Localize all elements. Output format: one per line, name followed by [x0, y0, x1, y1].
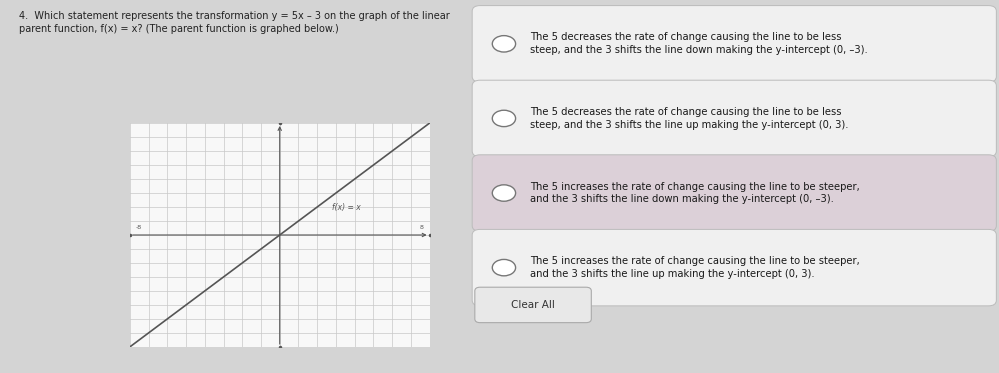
FancyBboxPatch shape: [473, 229, 996, 306]
Text: The 5 increases the rate of change causing the line to be steeper,
and the 3 shi: The 5 increases the rate of change causi…: [530, 182, 860, 204]
Text: -8: -8: [136, 225, 142, 231]
Circle shape: [493, 185, 515, 201]
Text: 4.  Which statement represents the transformation y = 5x – 3 on the graph of the: 4. Which statement represents the transf…: [19, 11, 450, 34]
FancyBboxPatch shape: [475, 287, 591, 323]
Circle shape: [493, 36, 515, 52]
Text: The 5 decreases the rate of change causing the line to be less
steep, and the 3 : The 5 decreases the rate of change causi…: [530, 107, 849, 130]
Text: The 5 increases the rate of change causing the line to be steeper,
and the 3 shi: The 5 increases the rate of change causi…: [530, 256, 860, 279]
Text: Clear All: Clear All: [511, 300, 555, 310]
FancyBboxPatch shape: [473, 155, 996, 231]
Circle shape: [493, 110, 515, 127]
Text: 8: 8: [420, 225, 424, 231]
FancyBboxPatch shape: [473, 80, 996, 157]
FancyBboxPatch shape: [473, 6, 996, 82]
Circle shape: [493, 260, 515, 276]
Text: f(x) = x: f(x) = x: [332, 203, 361, 212]
Text: The 5 decreases the rate of change causing the line to be less
steep, and the 3 : The 5 decreases the rate of change causi…: [530, 32, 868, 55]
